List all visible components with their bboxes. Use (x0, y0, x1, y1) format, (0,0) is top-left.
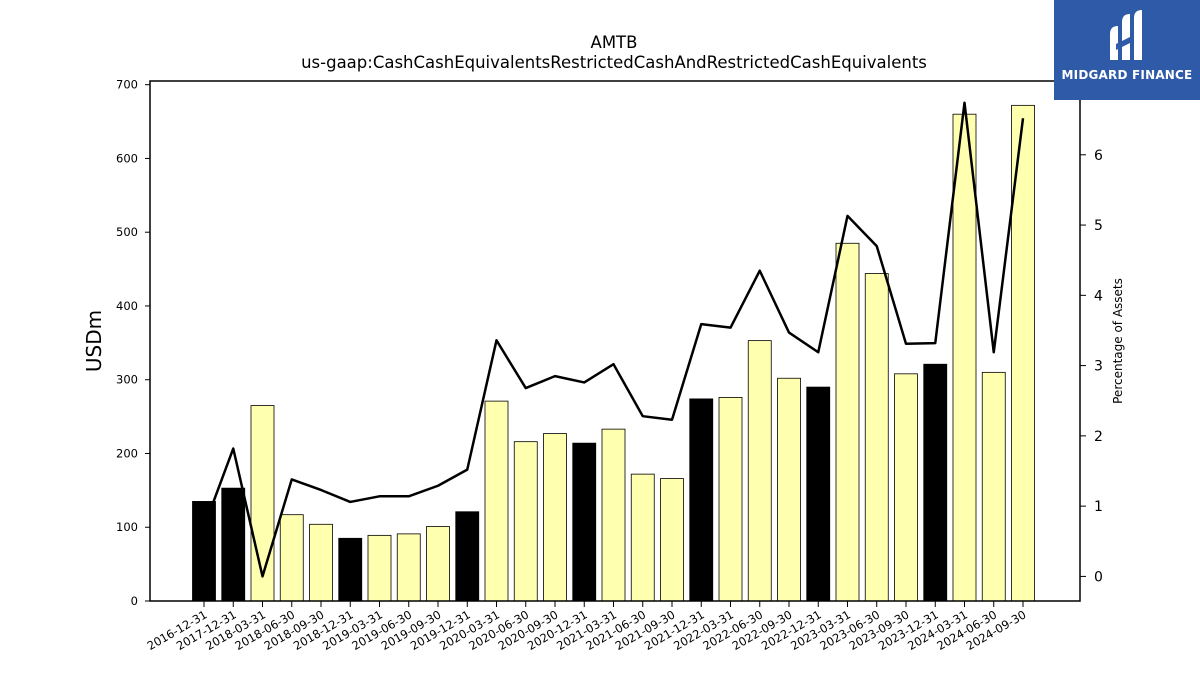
bar-2019-09-30 (426, 526, 450, 602)
bar-2020-09-30 (543, 433, 567, 602)
y-tick-label: 0 (131, 594, 138, 608)
bar-2018-12-31 (338, 537, 363, 602)
y-axis-left: 0 100 200 300 400 500 600 700 (116, 78, 150, 608)
line-group (202, 101, 1025, 578)
y2-tick-label: 1 (1094, 499, 1103, 515)
chart-title: AMTB (591, 33, 638, 52)
bar-2022-03-31 (718, 397, 743, 602)
y-axis-label: USDm (82, 310, 106, 372)
plot-frame (149, 80, 1081, 602)
bar-2021-03-31 (601, 428, 626, 602)
bar-2021-06-30 (630, 473, 655, 602)
y-tick-label: 400 (116, 299, 138, 313)
bar-2019-12-31 (455, 511, 480, 602)
line-series-percentage (202, 101, 1025, 578)
bar-2020-03-31 (484, 400, 509, 602)
brand-logo: MIDGARD FINANCE (1054, 0, 1200, 100)
bar-2023-06-30 (864, 273, 889, 602)
bar-2021-09-30 (660, 478, 684, 602)
bar-2016-12-31 (192, 501, 216, 602)
bar-2024-06-30 (981, 371, 1006, 602)
y2-tick-label: 6 (1094, 148, 1103, 164)
y2-tick-label: 2 (1094, 429, 1103, 445)
chart-subtitle: us-gaap:CashCashEquivalentsRestrictedCas… (301, 53, 927, 72)
y-tick-label: 300 (116, 373, 138, 387)
bar-2020-06-30 (513, 441, 538, 602)
y-tick-label: 100 (116, 520, 138, 534)
bar-2022-09-30 (777, 377, 801, 602)
y2-axis-label: Percentage of Assets (1111, 278, 1125, 404)
bar-2019-06-30 (396, 533, 421, 602)
bar-2018-09-30 (309, 523, 333, 602)
logo-text: MIDGARD FINANCE (1061, 68, 1193, 82)
y-axis-right: 0 1 2 3 4 5 6 (1080, 148, 1103, 585)
bar-2024-03-31 (952, 113, 977, 602)
y2-tick-label: 0 (1094, 569, 1103, 585)
y2-tick-label: 4 (1094, 288, 1103, 304)
bar-2018-06-30 (279, 514, 304, 602)
bar-2023-09-30 (894, 373, 918, 602)
y-tick-label: 700 (116, 78, 138, 92)
bar-2022-06-30 (747, 340, 772, 602)
bar-2020-12-31 (572, 442, 597, 602)
midgard-logo-icon (1110, 10, 1142, 60)
bar-2017-12-31 (221, 487, 246, 602)
y2-tick-label: 5 (1094, 218, 1103, 234)
bars-group (192, 104, 1035, 602)
y2-tick-label: 3 (1094, 359, 1103, 375)
x-axis: 2016-12-312017-12-312018-03-312018-06-30… (145, 601, 1029, 653)
bar-2021-12-31 (689, 398, 714, 602)
y-tick-label: 600 (116, 151, 138, 165)
bar-2023-12-31 (923, 363, 948, 602)
bar-2019-03-31 (367, 534, 392, 602)
y-tick-label: 500 (116, 225, 138, 239)
bar-2023-03-31 (835, 242, 860, 602)
y-tick-label: 200 (116, 446, 138, 460)
bar-2022-12-31 (806, 386, 831, 602)
